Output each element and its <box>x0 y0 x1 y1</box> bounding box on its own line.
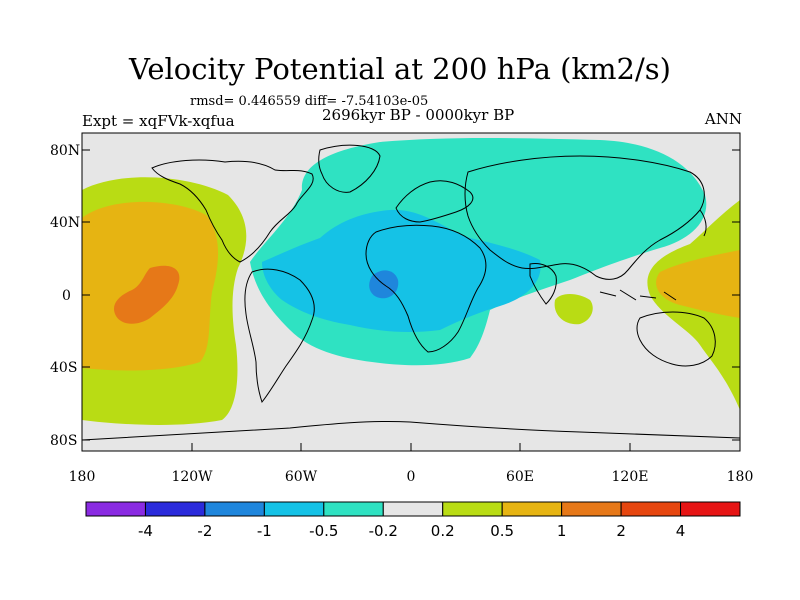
colorbar-label: 0.2 <box>431 522 455 540</box>
experiment-label: Expt = xqFVk-xqfua <box>82 112 235 130</box>
y-tick-label: 80N <box>50 143 80 159</box>
shaded-field <box>82 138 740 425</box>
colorbar-label: -2 <box>197 522 212 540</box>
y-tick-label: 0 <box>62 288 71 304</box>
colorbar-swatch <box>442 501 503 517</box>
coastlines <box>82 144 740 441</box>
x-tick-label: 180 <box>727 469 754 485</box>
coast-south-america <box>244 268 315 404</box>
y-tick-label: 40S <box>50 360 77 376</box>
coast-maritime-continent <box>599 289 677 301</box>
positive-region-west-pacific-inner <box>656 250 740 318</box>
colorbar-label: -1 <box>257 522 272 540</box>
x-tick-label: 60W <box>285 469 318 485</box>
colorbar-swatch <box>204 501 265 517</box>
positive-region-pacific-core <box>113 265 180 324</box>
coast-antarctica <box>82 420 740 441</box>
x-tick-label: 120W <box>171 469 213 485</box>
colorbar-label: 0.5 <box>490 522 514 540</box>
y-tick-label: 40N <box>50 215 80 231</box>
colorbar-swatch <box>323 501 384 517</box>
colorbar-swatch <box>144 501 206 517</box>
y-tick-label: 80S <box>50 433 77 449</box>
colorbar-label: -4 <box>138 522 153 540</box>
positive-region-indian-ocean <box>554 294 593 325</box>
colorbar-swatch <box>382 501 444 517</box>
x-tick-label: 60E <box>506 469 534 485</box>
colorbar-labels: -4 -2 -1 -0.5 -0.2 0.2 0.5 1 2 4 <box>138 522 685 540</box>
period-label: 2696kyr BP - 0000kyr BP <box>322 106 515 124</box>
colorbar-label: 1 <box>557 522 567 540</box>
colorbar-label: -0.5 <box>309 522 338 540</box>
coast-europe <box>395 180 474 223</box>
stats-text: rmsd= 0.446559 diff= -7.54103e-05 <box>190 94 429 109</box>
x-tick-label: 180 <box>69 469 96 485</box>
map-title: Velocity Potential at 200 hPa (km2/s) <box>129 52 671 86</box>
coast-greenland <box>318 144 381 193</box>
colorbar-swatch <box>680 501 741 517</box>
colorbar-swatch <box>501 501 563 517</box>
coast-australia <box>636 311 716 367</box>
coast-japan <box>699 209 707 237</box>
coast-africa <box>365 224 487 353</box>
x-tick-label: 120E <box>612 469 649 485</box>
coast-india <box>529 263 557 305</box>
colorbar-label: 2 <box>616 522 626 540</box>
y-ticks <box>82 149 740 441</box>
colorbar-label: -0.2 <box>369 522 398 540</box>
x-tick-label: 0 <box>407 469 416 485</box>
x-ticks <box>81 443 741 451</box>
colorbar <box>85 501 741 517</box>
colorbar-swatch <box>263 501 325 517</box>
coast-north-america <box>151 159 314 263</box>
colorbar-swatch <box>85 501 146 517</box>
colorbar-swatch <box>620 501 682 517</box>
coast-asia <box>464 155 705 280</box>
colorbar-label: 4 <box>676 522 686 540</box>
season-label: ANN <box>704 110 742 128</box>
colorbar-swatch <box>561 501 622 517</box>
